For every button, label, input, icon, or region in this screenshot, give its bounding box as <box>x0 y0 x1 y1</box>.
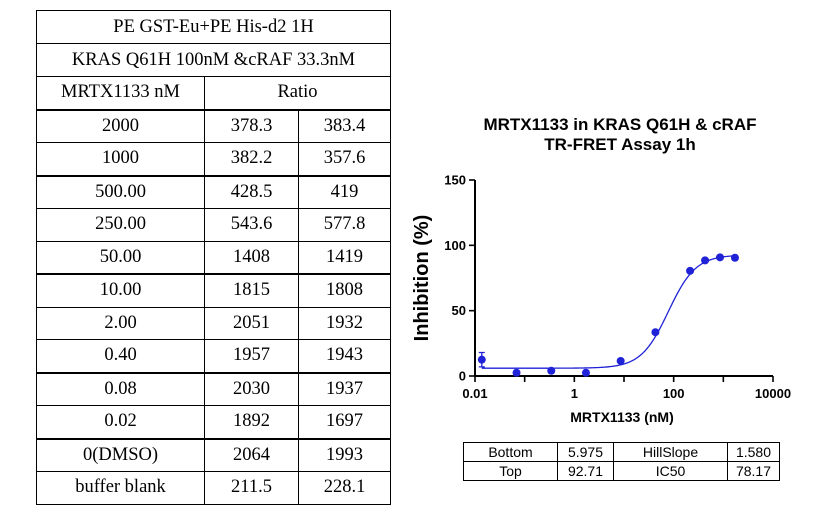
table-row: 0.40 1957 1943 <box>36 339 391 373</box>
table-title-line-2: KRAS Q61H 100nM &cRAF 33.3nM <box>36 43 391 77</box>
x-tick-label: 1 <box>571 386 578 401</box>
table-row: 0(DMSO) 2064 1993 <box>36 437 391 472</box>
ic50-label: IC50 <box>613 461 728 481</box>
chart-title-line-2: TR-FRET Assay 1h <box>544 135 695 154</box>
fit-curve <box>481 255 736 369</box>
x-axis-ticks: 0.01 1 100 10000 <box>462 376 791 401</box>
chart-title-line-1: MRTX1133 in KRAS Q61H & cRAF <box>483 115 756 134</box>
hillslope-value: 1.580 <box>727 442 780 462</box>
ratio-cell: 1943 <box>298 339 391 373</box>
y-axis-ticks: 0 50 100 150 <box>444 173 475 384</box>
y-tick-label: 100 <box>444 238 466 253</box>
concentration-cell: 50.00 <box>36 240 205 275</box>
bottom-label: Bottom <box>463 442 558 462</box>
dose-response-chart: MRTX1133 in KRAS Q61H & cRAF TR-FRET Ass… <box>400 100 826 440</box>
ratio-cell: 228.1 <box>298 471 391 505</box>
hillslope-label: HillSlope <box>613 442 728 462</box>
data-point <box>512 368 521 377</box>
data-point <box>651 328 660 337</box>
table-title-line-1: PE GST-Eu+PE His-d2 1H <box>36 10 391 44</box>
ratio-cell: 211.5 <box>204 471 299 505</box>
ic50-value: 78.17 <box>727 461 780 481</box>
top-value: 92.71 <box>557 461 614 481</box>
table-row: 250.00 543.6 577.8 <box>36 208 391 242</box>
ratio-cell: 1697 <box>298 405 391 439</box>
ratio-data-table: PE GST-Eu+PE His-d2 1H KRAS Q61H 100nM &… <box>36 10 391 505</box>
params-row: Bottom 5.975 HillSlope 1.580 <box>463 442 780 462</box>
table-row: 500.00 428.5 419 <box>36 174 391 209</box>
ratio-cell: 419 <box>298 174 391 209</box>
data-point <box>701 256 710 265</box>
concentration-cell: buffer blank <box>36 471 205 505</box>
ratio-cell: 2064 <box>204 437 299 472</box>
ratio-cell: 543.6 <box>204 208 299 242</box>
data-point <box>730 253 739 262</box>
data-point <box>716 253 725 262</box>
y-tick-label: 0 <box>459 369 466 384</box>
fit-parameters-table: Bottom 5.975 HillSlope 1.580 Top 92.71 I… <box>463 442 780 481</box>
data-point <box>686 266 695 275</box>
table-row: 2.00 2051 1932 <box>36 306 391 340</box>
concentration-cell: 0(DMSO) <box>36 437 205 472</box>
concentration-cell: 1000 <box>36 142 205 176</box>
concentration-cell: 0.02 <box>36 405 205 439</box>
ratio-cell: 383.4 <box>298 108 391 143</box>
concentration-cell: 0.08 <box>36 371 205 406</box>
concentration-cell: 250.00 <box>36 208 205 242</box>
ratio-cell: 1815 <box>204 273 299 308</box>
table-row: 50.00 1408 1419 <box>36 240 391 275</box>
ratio-cell: 577.8 <box>298 208 391 242</box>
y-axis-label: Inhibition (%) <box>411 215 433 342</box>
y-tick-label: 150 <box>444 173 466 188</box>
column-header-concentration: MRTX1133 nM <box>36 76 205 110</box>
table-row: 10.00 1815 1808 <box>36 273 391 308</box>
data-point <box>547 366 556 375</box>
y-tick-label: 50 <box>452 303 466 318</box>
x-tick-label: 0.01 <box>462 386 487 401</box>
column-header-ratio: Ratio <box>204 76 391 110</box>
concentration-cell: 0.40 <box>36 339 205 373</box>
ratio-cell: 378.3 <box>204 108 299 143</box>
table-title-row-1: PE GST-Eu+PE His-d2 1H <box>36 10 391 44</box>
x-tick-label: 10000 <box>755 386 791 401</box>
table-row: 2000 378.3 383.4 <box>36 108 391 143</box>
ratio-cell: 428.5 <box>204 174 299 209</box>
ratio-cell: 2051 <box>204 306 299 340</box>
table-header-row: MRTX1133 nM Ratio <box>36 76 391 110</box>
top-label: Top <box>463 461 558 481</box>
table-row: 0.08 2030 1937 <box>36 371 391 406</box>
ratio-cell: 1937 <box>298 371 391 406</box>
ratio-cell: 1892 <box>204 405 299 439</box>
ratio-cell: 1932 <box>298 306 391 340</box>
ratio-cell: 1957 <box>204 339 299 373</box>
table-title-row-2: KRAS Q61H 100nM &cRAF 33.3nM <box>36 43 391 77</box>
table-row: buffer blank 211.5 228.1 <box>36 471 391 505</box>
params-row: Top 92.71 IC50 78.17 <box>463 461 780 481</box>
data-points <box>477 253 739 377</box>
x-axis-label: MRTX1133 (nM) <box>570 409 673 425</box>
ratio-cell: 357.6 <box>298 142 391 176</box>
x-tick-label: 100 <box>663 386 685 401</box>
ratio-cell: 382.2 <box>204 142 299 176</box>
ratio-cell: 2030 <box>204 371 299 406</box>
data-point <box>477 355 486 364</box>
ratio-cell: 1419 <box>298 240 391 275</box>
concentration-cell: 2000 <box>36 108 205 143</box>
ratio-cell: 1993 <box>298 437 391 472</box>
data-point <box>581 368 590 377</box>
table-row: 0.02 1892 1697 <box>36 405 391 439</box>
data-point <box>616 356 625 365</box>
ratio-cell: 1808 <box>298 273 391 308</box>
table-row: 1000 382.2 357.6 <box>36 142 391 176</box>
concentration-cell: 500.00 <box>36 174 205 209</box>
chart-canvas: MRTX1133 in KRAS Q61H & cRAF TR-FRET Ass… <box>411 115 791 425</box>
ratio-cell: 1408 <box>204 240 299 275</box>
concentration-cell: 2.00 <box>36 306 205 340</box>
concentration-cell: 10.00 <box>36 273 205 308</box>
bottom-value: 5.975 <box>557 442 614 462</box>
